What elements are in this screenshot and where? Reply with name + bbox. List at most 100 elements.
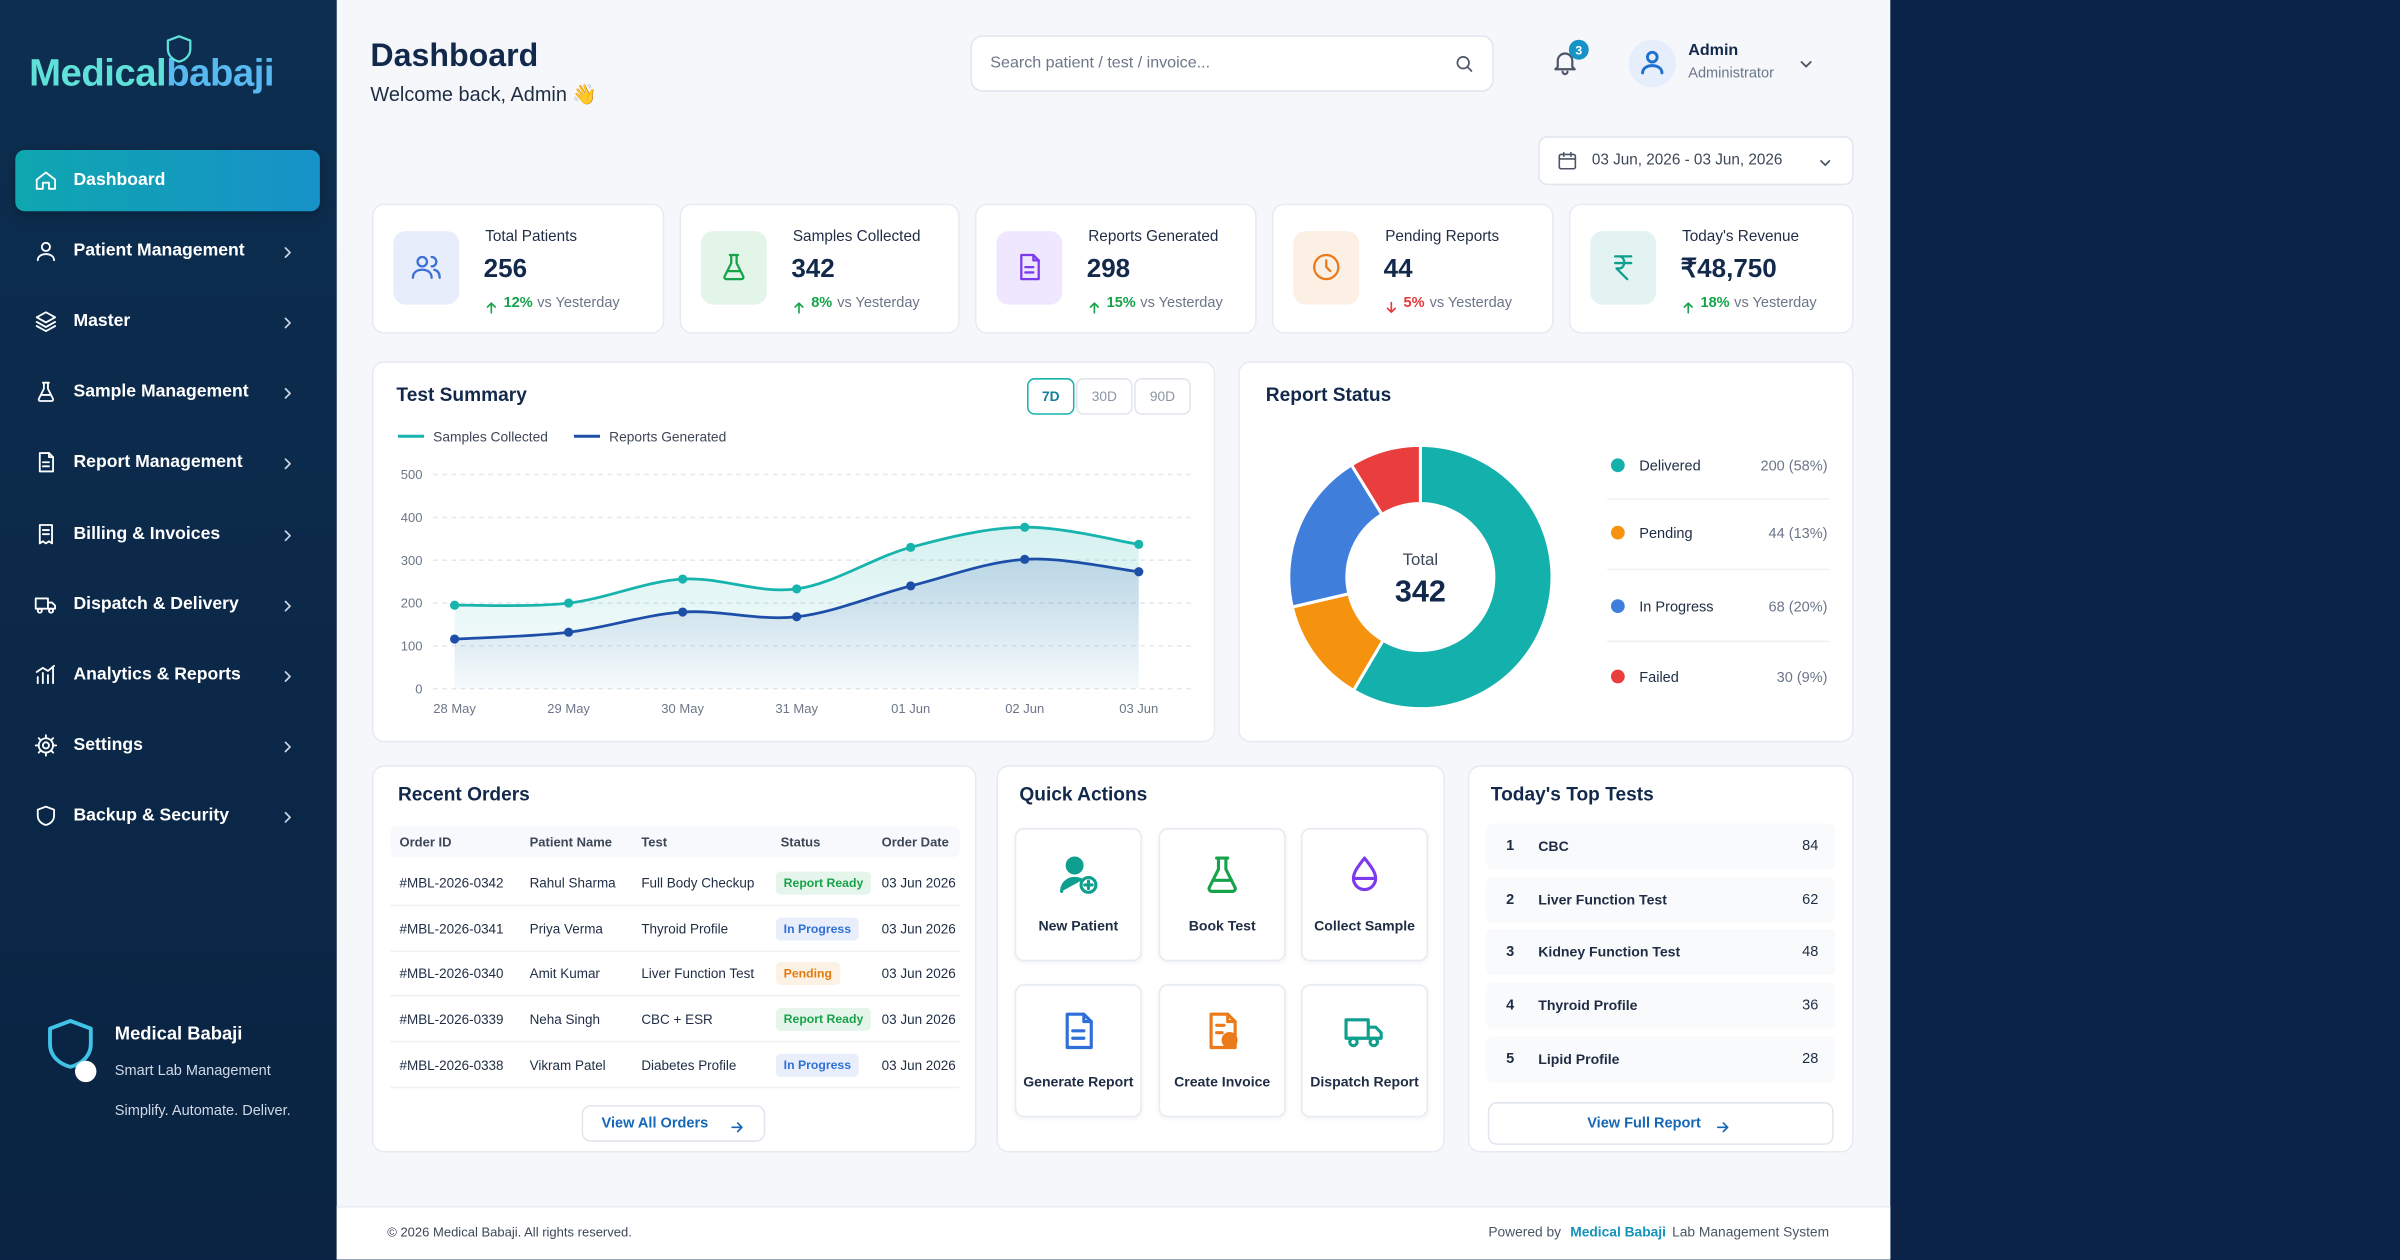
icon-shape <box>1641 64 1664 75</box>
stat-trend-icon <box>791 295 806 314</box>
stat-change: 18% <box>1700 294 1730 312</box>
view-all-button[interactable] <box>581 1105 766 1142</box>
icon-shape <box>1614 255 1633 281</box>
icon-shape <box>411 268 433 279</box>
footer-powered: Powered by Medical Babaji Lab Management S… <box>1488 1221 1829 1242</box>
icon-shape <box>37 381 55 402</box>
icon-shape <box>1386 301 1396 313</box>
table-cell: #MBL-2026-0341 <box>399 920 504 937</box>
welcome-text: Welcome back, Admin 👋 <box>370 82 598 106</box>
icon-shape <box>284 811 291 823</box>
icon-shape <box>284 317 291 329</box>
quick-action-tile[interactable] <box>1301 984 1429 1118</box>
stat-value: 342 <box>791 254 835 284</box>
table-cell: 03 Jun 2026 <box>881 875 956 891</box>
nav-item[interactable] <box>15 149 320 212</box>
top-test-count: 28 <box>1802 1050 1819 1068</box>
table-cell: Rahul Sharma <box>529 875 616 891</box>
icon-shape <box>284 741 291 753</box>
user-chevron <box>1797 54 1815 72</box>
stat-label: Pending Reports <box>1385 228 1500 246</box>
icon-shape <box>37 737 54 754</box>
quick-action-label: Generate Report <box>1023 1074 1134 1090</box>
nav-icon <box>34 663 58 687</box>
icon-shape <box>416 255 429 268</box>
nav-chevron <box>279 736 297 754</box>
top-test-row <box>1486 982 1836 1029</box>
icon-shape <box>1060 856 1098 894</box>
view-report-button[interactable] <box>1487 1102 1834 1145</box>
icon-shape <box>1344 1018 1383 1040</box>
top-test-row <box>1486 823 1836 870</box>
icon-shape <box>284 247 291 258</box>
top-test-name: CBC <box>1538 838 1569 855</box>
nav-label: Settings <box>73 736 143 755</box>
quick-action-tile[interactable] <box>1014 984 1142 1118</box>
stat-icon-bg <box>393 231 460 305</box>
icon-shape <box>1348 1036 1359 1048</box>
icon-shape <box>284 671 291 682</box>
quick-action-tile[interactable] <box>1014 828 1142 962</box>
stat-change: 12% <box>503 294 533 312</box>
icon-shape <box>1800 61 1812 68</box>
icon-shape <box>1344 1018 1383 1048</box>
section-title: Today's Top Tests <box>1490 783 1654 806</box>
stat-change: 8% <box>811 294 833 312</box>
icon-shape <box>34 597 57 614</box>
icon-shape <box>34 734 58 757</box>
icon-shape <box>35 664 55 685</box>
nav-chevron <box>279 383 297 401</box>
icon-shape <box>284 387 291 399</box>
icon-shape <box>1083 879 1094 891</box>
icon-shape <box>411 255 441 279</box>
nav-chevron <box>279 242 297 260</box>
icon-shape <box>1820 160 1831 166</box>
table-cell: Vikram Patel <box>529 1057 606 1073</box>
logo: Medical babaji <box>29 43 335 104</box>
period-button[interactable] <box>1027 378 1075 415</box>
search-box[interactable] <box>970 35 1494 92</box>
sidebar-footer-logo <box>40 1013 101 1074</box>
period-button[interactable] <box>1134 378 1191 415</box>
quick-action-icon <box>1200 1009 1244 1053</box>
quick-action-tile[interactable] <box>1158 828 1286 962</box>
sidebar-footer-tagline: Simplify. Automate. Deliver. <box>114 1102 291 1120</box>
table-cell: Thyroid Profile <box>641 920 729 937</box>
nav-icon <box>34 168 58 192</box>
icon-shape <box>1716 1122 1729 1133</box>
icon-shape <box>284 458 291 470</box>
search-placeholder: Search patient / test / invoice... <box>990 53 1211 72</box>
calendar-icon <box>1557 150 1578 171</box>
icon-shape <box>1207 856 1237 893</box>
page-title: Dashboard <box>370 38 539 74</box>
table-row-divider <box>390 1086 960 1088</box>
icon-shape <box>1071 1012 1093 1040</box>
table-cell: #MBL-2026-0339 <box>399 1011 504 1028</box>
top-test-rank: 4 <box>1506 997 1515 1015</box>
icon-shape <box>1614 255 1633 281</box>
icon-shape <box>35 321 57 333</box>
nav-item[interactable] <box>15 291 320 352</box>
user-role: Administrator <box>1688 65 1774 82</box>
period-button[interactable] <box>1076 378 1133 415</box>
quick-action-tile[interactable] <box>1301 828 1429 962</box>
icon-shape <box>38 452 54 473</box>
table-header: Status <box>780 834 821 850</box>
icon-shape <box>1386 301 1396 313</box>
nav-item[interactable] <box>15 715 320 776</box>
stat-trend-icon <box>1087 295 1102 314</box>
footer-text: Powered by <box>1488 1224 1562 1240</box>
stat-compare: vs Yesterday <box>1140 294 1223 312</box>
icon-shape <box>1065 856 1084 875</box>
stat-icon <box>718 251 750 283</box>
table-cell: 03 Jun 2026 <box>881 920 956 937</box>
table-row-divider <box>390 1040 960 1043</box>
icon-shape <box>1561 70 1569 76</box>
quick-action-tile[interactable] <box>1158 984 1286 1118</box>
date-range[interactable] <box>1538 136 1854 186</box>
quick-action-icon <box>1342 1009 1386 1053</box>
top-test-count: 48 <box>1802 944 1819 962</box>
quick-action-label: Collect Sample <box>1314 918 1415 934</box>
table-cell: 03 Jun 2026 <box>881 1057 956 1073</box>
table-row-divider <box>390 904 960 907</box>
